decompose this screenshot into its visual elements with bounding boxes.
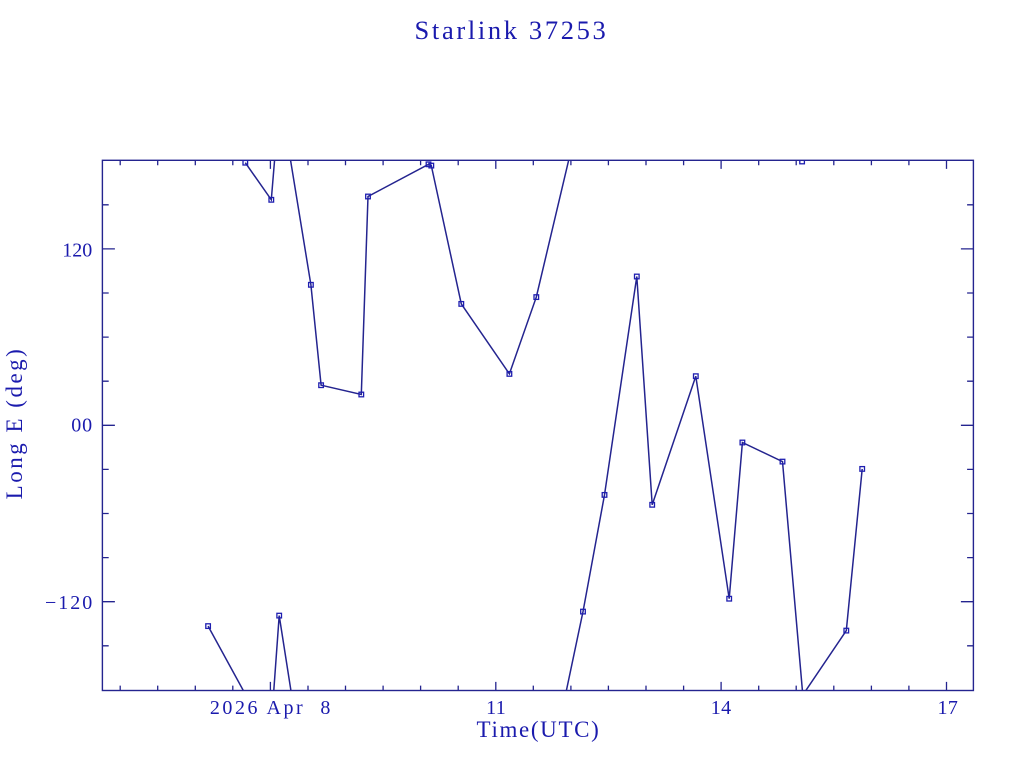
svg-text:−120: −120	[45, 592, 94, 614]
svg-text:11: 11	[486, 697, 506, 719]
svg-text:Starlink 37253: Starlink 37253	[415, 15, 609, 45]
svg-text:Time(UTC): Time(UTC)	[477, 717, 601, 742]
svg-text:00: 00	[71, 415, 93, 437]
svg-text:120: 120	[62, 239, 92, 261]
svg-text:2026 Apr 8: 2026 Apr 8	[210, 697, 333, 719]
svg-text:Long E (deg): Long E (deg)	[2, 347, 27, 500]
svg-text:14: 14	[711, 697, 732, 719]
svg-text:17: 17	[937, 697, 958, 719]
